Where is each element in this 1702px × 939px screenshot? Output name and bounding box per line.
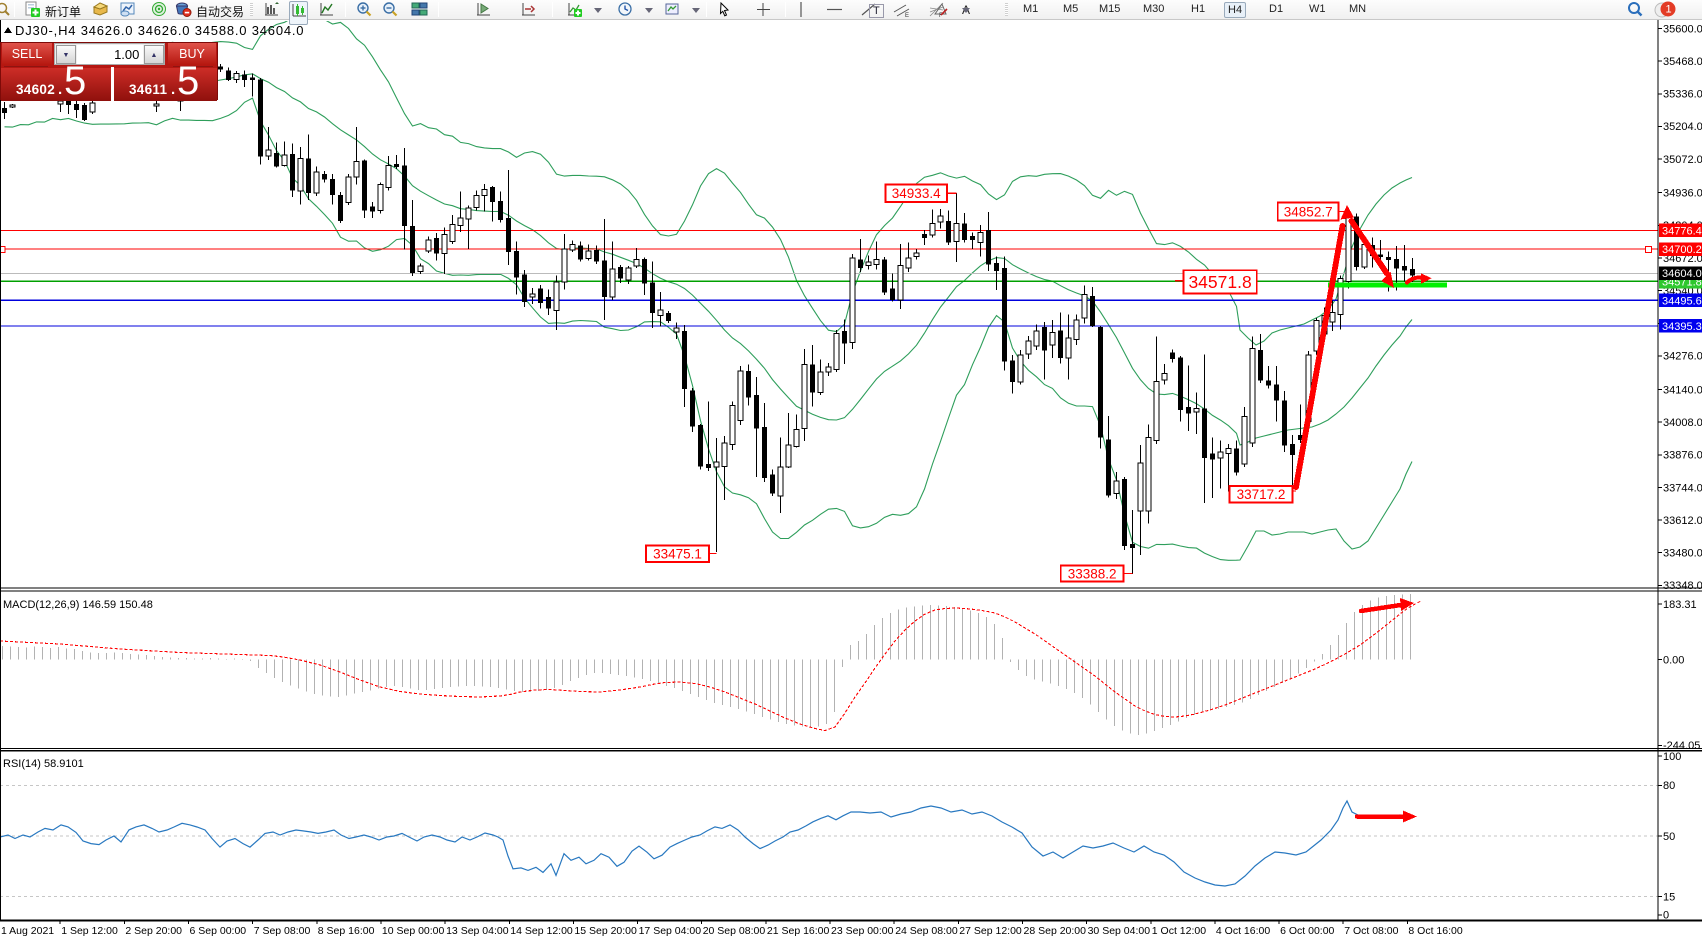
svg-text:6 Sep 00:00: 6 Sep 00:00 bbox=[190, 925, 247, 937]
svg-text:80: 80 bbox=[1663, 780, 1675, 792]
svg-text:21 Sep 16:00: 21 Sep 16:00 bbox=[767, 925, 830, 937]
svg-text:E: E bbox=[905, 13, 909, 18]
svg-text:35204.0: 35204.0 bbox=[1663, 121, 1702, 133]
svg-text:34936.0: 34936.0 bbox=[1663, 188, 1702, 200]
svg-text:23 Sep 00:00: 23 Sep 00:00 bbox=[831, 925, 894, 937]
svg-text:10 Sep 00:00: 10 Sep 00:00 bbox=[382, 925, 445, 937]
svg-text:34604.0: 34604.0 bbox=[1662, 268, 1702, 280]
svg-text:8 Sep 16:00: 8 Sep 16:00 bbox=[318, 925, 375, 937]
svg-text:13 Sep 04:00: 13 Sep 04:00 bbox=[446, 925, 509, 937]
svg-text:7 Sep 08:00: 7 Sep 08:00 bbox=[254, 925, 311, 937]
svg-text:33480.0: 33480.0 bbox=[1663, 548, 1702, 560]
svg-text:35468.0: 35468.0 bbox=[1663, 56, 1702, 68]
svg-text:33876.0: 33876.0 bbox=[1663, 450, 1702, 462]
svg-text:50: 50 bbox=[1663, 831, 1675, 843]
svg-text:6 Oct 00:00: 6 Oct 00:00 bbox=[1280, 925, 1334, 937]
svg-text:8 Oct 16:00: 8 Oct 16:00 bbox=[1408, 925, 1462, 937]
svg-text:27 Sep 12:00: 27 Sep 12:00 bbox=[959, 925, 1022, 937]
svg-text:F: F bbox=[939, 13, 943, 18]
svg-text:-244.05: -244.05 bbox=[1663, 740, 1700, 752]
svg-text:1 Oct 12:00: 1 Oct 12:00 bbox=[1152, 925, 1206, 937]
svg-text:33717.2: 33717.2 bbox=[1237, 487, 1286, 502]
svg-text:34933.4: 34933.4 bbox=[892, 186, 941, 201]
svg-text:34571.8: 34571.8 bbox=[1188, 272, 1251, 292]
svg-text:0.00: 0.00 bbox=[1663, 654, 1684, 666]
svg-text:34700.2: 34700.2 bbox=[1662, 244, 1702, 256]
svg-text:33475.1: 33475.1 bbox=[653, 547, 702, 562]
svg-text:33348.0: 33348.0 bbox=[1663, 580, 1702, 592]
svg-text:33612.0: 33612.0 bbox=[1663, 515, 1702, 527]
svg-text:34140.0: 34140.0 bbox=[1663, 384, 1702, 396]
svg-text:2 Sep 20:00: 2 Sep 20:00 bbox=[125, 925, 182, 937]
svg-text:34776.4: 34776.4 bbox=[1662, 225, 1702, 237]
svg-text:34008.0: 34008.0 bbox=[1663, 417, 1702, 429]
svg-text:4 Oct 16:00: 4 Oct 16:00 bbox=[1216, 925, 1270, 937]
svg-text:MACD(12,26,9) 146.59 150.48: MACD(12,26,9) 146.59 150.48 bbox=[3, 599, 153, 611]
svg-text:RSI(14) 58.9101: RSI(14) 58.9101 bbox=[3, 758, 84, 770]
svg-text:30 Sep 04:00: 30 Sep 04:00 bbox=[1088, 925, 1151, 937]
svg-text:34495.6: 34495.6 bbox=[1662, 295, 1702, 307]
svg-text:1 Sep 12:00: 1 Sep 12:00 bbox=[61, 925, 118, 937]
svg-text:1 Aug 2021: 1 Aug 2021 bbox=[1, 925, 54, 937]
svg-text:15: 15 bbox=[1663, 892, 1675, 904]
svg-text:1: 1 bbox=[1666, 4, 1672, 16]
svg-text:35600.0: 35600.0 bbox=[1663, 23, 1702, 35]
svg-text:100: 100 bbox=[1663, 751, 1681, 763]
svg-text:33388.2: 33388.2 bbox=[1068, 566, 1117, 581]
svg-text:33744.0: 33744.0 bbox=[1663, 482, 1702, 494]
svg-text:34852.7: 34852.7 bbox=[1284, 204, 1333, 219]
svg-text:24 Sep 08:00: 24 Sep 08:00 bbox=[895, 925, 958, 937]
svg-text:28 Sep 20:00: 28 Sep 20:00 bbox=[1024, 925, 1087, 937]
svg-text:7 Oct 08:00: 7 Oct 08:00 bbox=[1344, 925, 1398, 937]
svg-text:34395.3: 34395.3 bbox=[1662, 321, 1702, 333]
svg-text:DJ30-,H4 34626.0 34626.0 3458: DJ30-,H4 34626.0 34626.0 34588.0 34604.0 bbox=[15, 23, 304, 38]
svg-text:17 Sep 04:00: 17 Sep 04:00 bbox=[639, 925, 702, 937]
svg-text:15 Sep 20:00: 15 Sep 20:00 bbox=[574, 925, 637, 937]
svg-text:20 Sep 08:00: 20 Sep 08:00 bbox=[703, 925, 766, 937]
svg-text:183.31: 183.31 bbox=[1663, 599, 1697, 611]
svg-text:35336.0: 35336.0 bbox=[1663, 89, 1702, 101]
svg-text:35072.0: 35072.0 bbox=[1663, 154, 1702, 166]
svg-text:0: 0 bbox=[1663, 910, 1669, 922]
svg-text:34276.0: 34276.0 bbox=[1663, 351, 1702, 363]
svg-text:14 Sep 12:00: 14 Sep 12:00 bbox=[510, 925, 573, 937]
